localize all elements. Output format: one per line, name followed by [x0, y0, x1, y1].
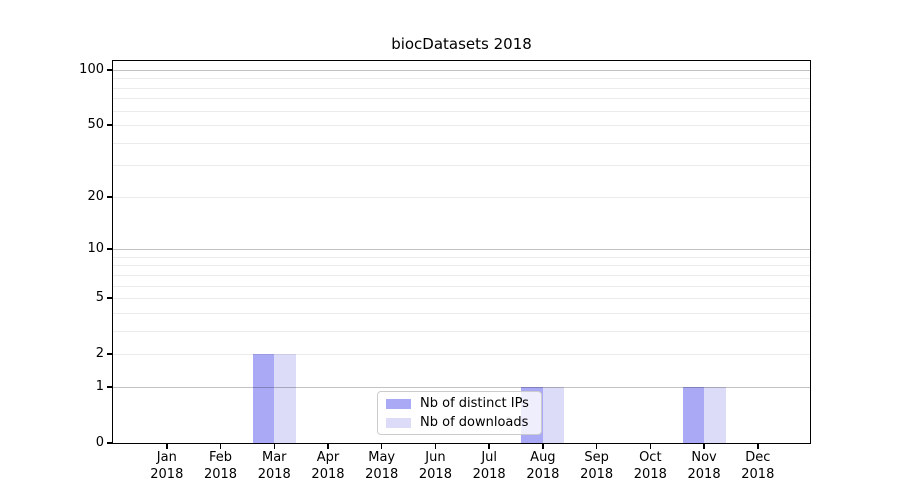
x-axis-tick-label: Apr 2018 — [311, 450, 345, 482]
y-axis-tick-mark — [107, 124, 113, 126]
legend-swatch-distinct-ips — [386, 398, 411, 409]
y-axis-tick-label: 2 — [95, 346, 104, 362]
x-axis-tick-label: Jun 2018 — [418, 450, 452, 482]
y-axis-tick-label: 20 — [87, 188, 104, 204]
minor-gridline — [113, 78, 810, 80]
x-axis-tick-label: Aug 2018 — [526, 450, 560, 482]
y-axis-tick-mark — [107, 196, 113, 198]
bar-distinct-ips — [682, 386, 705, 443]
minor-gridline — [113, 354, 810, 356]
x-axis-tick-mark — [273, 444, 275, 449]
x-axis-tick-mark — [488, 444, 490, 449]
x-axis-tick-label: Sep 2018 — [580, 450, 614, 482]
y-axis-tick-label: 100 — [79, 62, 104, 77]
chart-title: biocDatasets 2018 — [391, 35, 532, 53]
y-axis-tick-label: 50 — [87, 117, 104, 133]
minor-gridline — [113, 125, 810, 127]
x-axis-tick-mark — [703, 444, 705, 449]
minor-gridline — [113, 298, 810, 300]
x-axis-tick-mark — [219, 444, 222, 449]
minor-gridline — [113, 330, 810, 332]
legend: Nb of distinct IPs Nb of downloads — [377, 391, 542, 435]
x-axis-tick-mark — [380, 444, 383, 449]
bar-distinct-ips — [252, 354, 275, 443]
minor-gridline — [113, 256, 810, 258]
major-gridline — [113, 249, 810, 251]
y-axis-tick-mark — [107, 69, 113, 71]
x-axis-tick-mark — [595, 444, 598, 449]
x-axis-tick-mark — [327, 444, 329, 449]
legend-item: Nb of downloads — [386, 415, 533, 431]
x-axis-tick-mark — [757, 444, 759, 449]
bar-downloads — [542, 386, 565, 443]
minor-gridline — [113, 142, 810, 144]
y-axis-tick-mark — [107, 297, 113, 299]
bar-downloads — [274, 354, 296, 443]
y-axis-tick-mark — [107, 442, 113, 444]
y-axis-tick-mark — [107, 386, 113, 388]
minor-gridline — [113, 312, 810, 314]
x-axis-tick-label: Feb 2018 — [203, 450, 238, 482]
legend-item: Nb of distinct IPs — [386, 396, 533, 412]
x-axis-tick-mark — [649, 444, 652, 449]
minor-gridline — [113, 196, 810, 198]
major-gridline — [113, 70, 810, 71]
x-axis-tick-label: Jan 2018 — [150, 450, 184, 482]
x-axis-tick-mark — [166, 444, 168, 449]
x-axis-tick-label: Dec 2018 — [741, 450, 775, 482]
minor-gridline — [113, 265, 810, 267]
y-axis-tick-label: 0 — [95, 435, 104, 450]
minor-gridline — [113, 87, 810, 89]
legend-swatch-downloads — [386, 417, 411, 428]
minor-gridline — [113, 165, 810, 167]
minor-gridline — [113, 285, 810, 287]
x-axis-tick-label: Nov 2018 — [687, 450, 721, 482]
y-axis-tick-mark — [107, 248, 113, 250]
y-axis-tick-label: 1 — [95, 378, 104, 394]
x-axis-tick-label: Jul 2018 — [472, 450, 506, 482]
x-axis-tick-label: Mar 2018 — [257, 450, 291, 482]
x-axis-tick-label: Oct 2018 — [633, 450, 667, 482]
bar-downloads — [704, 386, 726, 443]
minor-gridline — [113, 274, 810, 276]
plot-area — [112, 60, 811, 444]
legend-label: Nb of downloads — [420, 414, 529, 430]
x-axis-tick-mark — [434, 444, 437, 449]
y-axis-tick-label: 10 — [87, 241, 104, 257]
minor-gridline — [113, 98, 810, 100]
legend-label: Nb of distinct IPs — [420, 395, 529, 411]
minor-gridline — [113, 110, 810, 112]
x-axis-tick-mark — [542, 444, 544, 449]
y-axis-tick-mark — [107, 353, 113, 355]
x-axis-tick-label: May 2018 — [365, 450, 399, 482]
y-axis-tick-label: 5 — [95, 290, 104, 306]
major-gridline — [113, 386, 810, 388]
